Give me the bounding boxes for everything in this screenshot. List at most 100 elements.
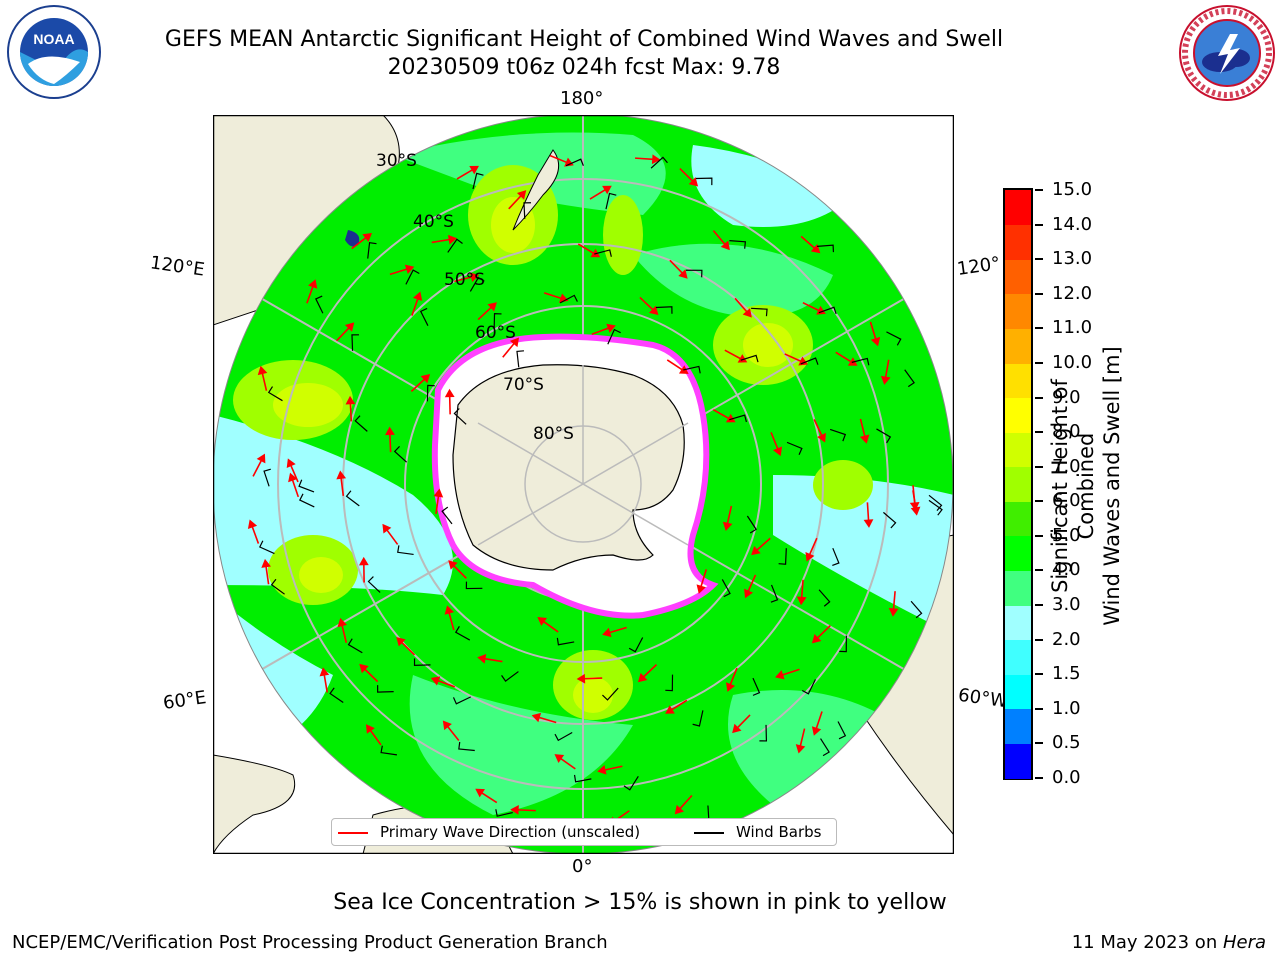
colorbar-tick: [1035, 534, 1043, 537]
wave-arrow-head: [442, 720, 452, 731]
wave-arrow-head: [742, 308, 752, 318]
wave-arrow: [291, 479, 300, 498]
wave-arrow: [712, 408, 730, 420]
wave-arrow: [736, 714, 751, 729]
wave-arrow: [401, 641, 416, 656]
wave-arrow-head: [256, 453, 266, 464]
colorbar-tick: [1035, 500, 1043, 503]
wave-arrow: [508, 195, 522, 210]
wave-arrow-head: [795, 744, 806, 754]
colorbar-tick: [1035, 292, 1043, 295]
wave-arrow: [389, 268, 408, 276]
wind-barb: [778, 548, 787, 565]
wind-barb: [405, 269, 420, 285]
wave-arrow: [435, 495, 440, 514]
colorbar-segment: [1005, 224, 1031, 260]
colorbar-tick-label: 0.0: [1052, 767, 1081, 788]
wind-barb: [692, 710, 704, 727]
wave-arrow: [543, 620, 559, 633]
colorbar-tick: [1035, 638, 1043, 641]
colorbar-tick: [1035, 396, 1043, 399]
colorbar-tick-label: 10.0: [1052, 351, 1093, 373]
wave-arrow: [584, 677, 603, 680]
colorbar-tick-label: 15.0: [1052, 179, 1093, 200]
wave-arrow: [635, 157, 654, 161]
lat-label-60s: 60°S: [475, 323, 516, 343]
wave-arrow-head: [772, 446, 783, 457]
nws-logo-icon: [1179, 5, 1275, 101]
wave-arrow: [671, 699, 688, 711]
wave-arrow: [808, 537, 818, 555]
wave-arrow-head: [531, 712, 542, 723]
wave-arrow: [892, 591, 896, 610]
wave-arrow-head: [447, 234, 458, 245]
colorbar-segment: [1005, 708, 1031, 744]
legend-wave-line: [338, 831, 368, 834]
wave-arrow: [431, 238, 450, 244]
wave-arrow-head: [433, 488, 444, 498]
wave-arrow: [679, 167, 694, 182]
wave-arrow: [477, 306, 492, 321]
wind-barb: [818, 589, 831, 607]
colorbar-segment: [1005, 570, 1031, 606]
wave-arrow-head: [576, 673, 586, 684]
wave-arrow: [770, 432, 779, 450]
wave-arrow: [726, 505, 733, 524]
wind-barb: [607, 328, 621, 345]
wave-arrow: [734, 297, 748, 313]
wind-barb: [270, 578, 285, 595]
wind-barb: [759, 724, 768, 742]
wind-barb: [683, 365, 701, 374]
footer-host: Hera: [1222, 932, 1266, 953]
wave-arrow: [800, 579, 804, 598]
wind-barb: [554, 731, 573, 742]
wind-barb: [752, 677, 761, 696]
wave-arrow: [340, 477, 345, 496]
wind-barb: [523, 202, 531, 219]
wave-arrow: [389, 434, 392, 453]
wave-arrow: [835, 351, 852, 363]
colorbar-segment: [1005, 501, 1031, 537]
legend-wind-label: Wind Barbs: [736, 823, 822, 841]
wave-arrow-head: [606, 323, 616, 333]
wind-barb: [454, 625, 471, 641]
wave-arrow: [517, 809, 536, 812]
wave-arrow: [335, 327, 350, 342]
wind-barb: [367, 242, 377, 259]
colorbar-segment: [1005, 743, 1031, 779]
colorbar-tick-label: 11.0: [1052, 317, 1093, 339]
lat-label-70s: 70°S: [503, 375, 544, 395]
wave-arrow: [869, 321, 877, 340]
colorbar-tick-label: 14.0: [1052, 213, 1093, 235]
wave-arrow-head: [859, 434, 870, 444]
wave-arrow: [349, 403, 353, 422]
colorbar-tick-label: 1.0: [1052, 697, 1081, 719]
wave-arrow: [816, 625, 831, 639]
wave-arrow-head: [257, 365, 268, 376]
wave-arrow: [560, 757, 576, 770]
wave-arrow: [261, 372, 268, 391]
colorbar-segment: [1005, 639, 1031, 675]
colorbar-tick: [1035, 258, 1043, 261]
wind-barb: [472, 172, 484, 190]
colorbar-segment: [1005, 466, 1031, 502]
wave-arrow: [589, 188, 606, 200]
wave-arrow: [800, 235, 816, 249]
wind-barb: [910, 600, 923, 619]
wave-arrow-head: [775, 670, 785, 680]
lon-label-60e: 60°E: [161, 687, 208, 714]
wave-arrow: [724, 349, 742, 360]
wind-barb: [751, 307, 768, 317]
lon-label-60w: 60°W: [956, 684, 1009, 713]
wave-arrow-head: [345, 395, 356, 405]
wave-arrow-head: [649, 305, 659, 316]
wind-barb: [729, 239, 747, 249]
wave-arrow-head: [469, 165, 479, 175]
wind-barb: [501, 671, 519, 682]
wind-barb: [556, 637, 575, 646]
wind-barb: [665, 674, 674, 692]
wave-arrow: [679, 794, 693, 810]
wind-barb: [377, 685, 394, 693]
wave-arrow: [386, 529, 399, 545]
wave-arrow-head: [597, 765, 607, 775]
